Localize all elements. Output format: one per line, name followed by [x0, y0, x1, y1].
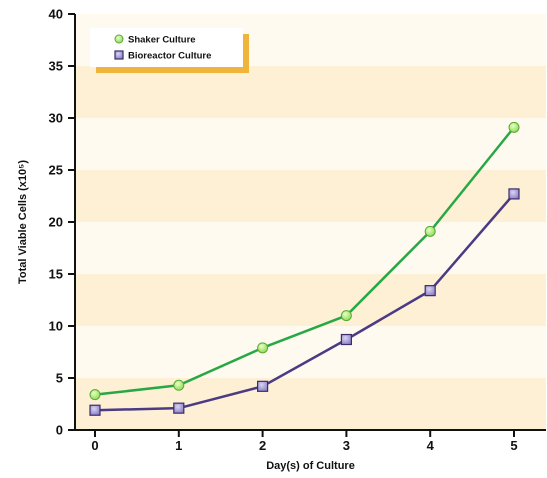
data-point: [257, 380, 269, 392]
x-tick-label: 4: [427, 438, 435, 453]
y-tick-label: 10: [49, 319, 63, 334]
legend-marker: [114, 34, 124, 44]
y-tick-label: 30: [49, 111, 63, 126]
x-axis-title: Day(s) of Culture: [266, 460, 355, 472]
legend-label: Bioreactor Culture: [128, 51, 211, 62]
series-line: [94, 126, 515, 396]
x-tick-label: 5: [510, 438, 517, 453]
y-axis-title: Total Viable Cells (x10⁵): [17, 160, 29, 284]
data-point: [424, 225, 436, 237]
series-layer: [89, 121, 520, 416]
series-bioreactor: [89, 188, 520, 416]
x-tick-label: 3: [343, 438, 350, 453]
series-line: [94, 193, 515, 412]
data-point: [340, 333, 352, 346]
legend-box: [90, 28, 243, 67]
data-point: [89, 389, 101, 401]
legend-marker: [114, 50, 124, 60]
legend-label: Shaker Culture: [128, 35, 196, 46]
background-band: [75, 378, 546, 430]
background-band: [75, 274, 546, 326]
data-point: [173, 379, 185, 391]
y-tick-label: 0: [56, 423, 63, 438]
legend: Shaker Culture Bioreactor Culture: [90, 28, 249, 73]
background-band: [75, 170, 546, 222]
background-band: [75, 222, 546, 274]
data-point: [340, 310, 352, 322]
series-shaker: [89, 121, 520, 401]
data-point: [508, 188, 520, 200]
data-point: [89, 404, 101, 416]
background-bands: [75, 14, 546, 430]
data-point: [508, 121, 520, 133]
data-point: [257, 342, 269, 354]
x-tick-label: 1: [175, 438, 182, 453]
x-tick-label: 2: [259, 438, 266, 453]
background-band: [75, 118, 546, 170]
x-tick-label: 0: [91, 438, 98, 453]
background-band: [75, 66, 546, 118]
axes: 0 5 10 15 20 25 30 35 40 0 1 2 3 4 5: [49, 7, 546, 453]
data-point: [424, 285, 436, 297]
y-tick-label: 20: [49, 215, 63, 230]
y-tick-label: 25: [49, 163, 63, 178]
y-tick-label: 35: [49, 59, 63, 74]
y-tick-label: 40: [49, 7, 63, 22]
y-tick-label: 5: [56, 371, 63, 386]
data-point: [173, 402, 185, 414]
background-band: [75, 326, 546, 378]
y-tick-label: 15: [49, 267, 63, 282]
